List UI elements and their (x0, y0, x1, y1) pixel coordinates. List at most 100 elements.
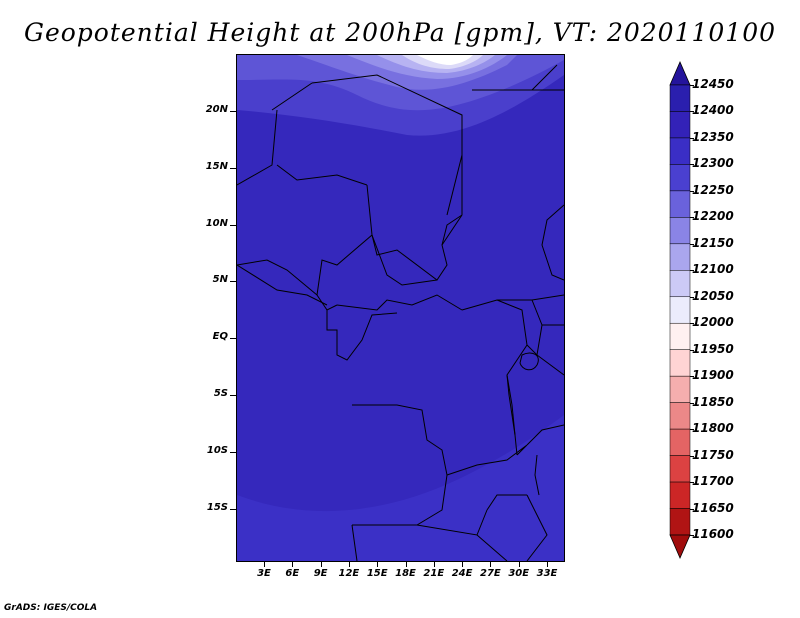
latitude-tick (230, 167, 236, 169)
longitude-tick (462, 562, 464, 567)
colorbar-tick (690, 111, 694, 113)
colorbar-swatch (669, 137, 691, 165)
colorbar-swatch (669, 481, 691, 509)
colorbar-tick (690, 455, 694, 457)
longitude-label: 6E (285, 568, 300, 579)
colorbar-tick (690, 137, 694, 139)
colorbar-swatch (669, 111, 691, 139)
longitude-label: 3E (257, 568, 271, 579)
colorbar-tick (690, 482, 694, 484)
border-nile-sudan (446, 115, 463, 216)
latitude-label: 10S (206, 444, 228, 456)
latitude-tick (230, 281, 236, 283)
colorbar-label: 12300 (692, 156, 734, 171)
longitude-label: 12E (338, 568, 360, 579)
colorbar-swatch (669, 349, 691, 377)
latitude-label: 5S (213, 388, 228, 399)
latitude-tick (230, 111, 236, 112)
border-niger-nigeria (237, 109, 368, 186)
colorbar-label: 12200 (692, 209, 734, 224)
colorbar-swatch (669, 84, 691, 112)
border-lake-tanganyika (506, 374, 516, 436)
colorbar-label: 12150 (692, 235, 734, 250)
footer-credit: GrADS: IGES/COLA (4, 603, 98, 613)
colorbar-swatch (669, 243, 691, 271)
longitude-label: 33E (536, 568, 558, 579)
border-red-sea (531, 64, 558, 91)
latitude-tick (230, 338, 236, 340)
colorbar-label: 12350 (692, 129, 734, 144)
border-drc-east (496, 299, 528, 456)
latitude-tick (230, 395, 236, 396)
longitude-label: 30E (508, 568, 530, 579)
geopotential-field (237, 55, 564, 561)
colorbar-label: 11750 (692, 447, 734, 462)
border-uganda (526, 299, 543, 357)
colorbar-label: 11600 (692, 527, 734, 541)
colorbar-tick (690, 349, 694, 351)
border-kenya (536, 324, 564, 376)
longitude-tick (292, 562, 294, 567)
colorbar-label: 12400 (692, 103, 734, 118)
colorbar-label: 12050 (692, 288, 734, 303)
colorbar-swatch (669, 428, 691, 456)
colorbar-tick (690, 535, 694, 536)
border-tanzania (526, 424, 564, 446)
colorbar-bottom-triangle (669, 534, 691, 560)
border-zambia (446, 444, 528, 511)
colorbar-tick (690, 508, 694, 510)
longitude-tick (377, 562, 379, 567)
latitude-label: 15N (205, 160, 228, 172)
colorbar-tick (690, 323, 694, 325)
latitude-tick (230, 224, 236, 226)
colorbar-swatch (669, 508, 691, 536)
contour-peak (417, 55, 473, 65)
longitude-label: 18E (395, 568, 416, 579)
colorbar-swatch (669, 322, 691, 350)
colorbar-label: 11650 (692, 500, 734, 515)
map-title: Geopotential Height at 200hPa [gpm], VT:… (23, 18, 777, 47)
border-gulf-coast (237, 264, 328, 306)
colorbar-tick (690, 270, 694, 272)
latitude-tick (230, 451, 236, 453)
colorbar-label: 11950 (692, 341, 734, 356)
colorbar-label: 11800 (692, 421, 734, 436)
colorbar-tick (690, 376, 694, 378)
border-niger-chad (271, 82, 313, 111)
colorbar-tick (690, 164, 694, 166)
colorbar-tick (690, 217, 694, 219)
map-panel (236, 54, 565, 562)
border-libya-chad (311, 74, 463, 215)
border-zimbabwe (476, 534, 508, 561)
border-lake-malawi (534, 454, 540, 496)
colorbar-label: 12250 (692, 182, 734, 197)
colorbar-label: 11700 (692, 474, 734, 489)
border-lake-victoria (519, 352, 539, 371)
longitude-label: 15E (366, 568, 388, 579)
colorbar-tick (690, 429, 694, 431)
colorbar (669, 60, 691, 560)
border-nigeria-west (237, 259, 318, 296)
longitude-label: 27E (480, 568, 501, 579)
colorbar-swatch (669, 296, 691, 324)
colorbar-tick (690, 296, 694, 298)
latitude-label: EQ (212, 331, 228, 343)
border-south-sudan (441, 214, 564, 311)
longitude-tick (518, 562, 520, 567)
latitude-tick (230, 508, 236, 510)
colorbar-swatch (669, 375, 691, 403)
colorbar-tick (690, 190, 694, 192)
colorbar-tick (690, 85, 694, 86)
longitude-tick (320, 562, 322, 567)
longitude-tick (490, 562, 492, 567)
colorbar-swatch (669, 164, 691, 192)
border-car-south (336, 294, 463, 311)
colorbar-label: 12000 (692, 315, 734, 330)
longitude-tick (433, 562, 435, 567)
colorbar-swatch (669, 402, 691, 430)
latitude-label: 5N (212, 274, 228, 286)
colorbar-tick (690, 402, 694, 404)
longitude-label: 21E (423, 568, 445, 579)
longitude-tick (264, 562, 265, 567)
longitude-label: 24E (451, 568, 473, 579)
